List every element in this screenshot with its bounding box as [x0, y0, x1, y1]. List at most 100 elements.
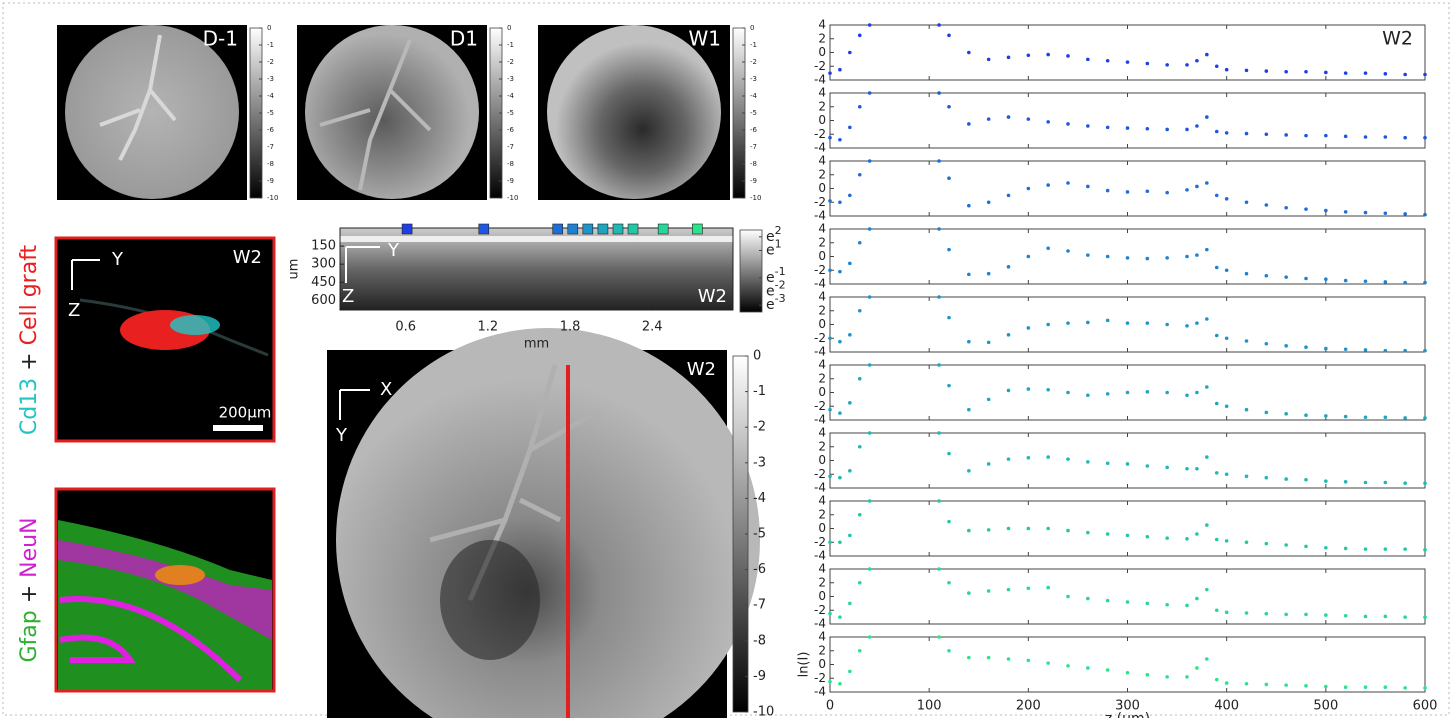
- colorbar-tick-label: -9: [750, 177, 757, 185]
- point: [1224, 268, 1229, 273]
- colorbar-tick-label: e-1: [766, 265, 786, 286]
- point: [947, 451, 951, 456]
- point: [1214, 64, 1219, 69]
- y-tick-label: -2: [814, 59, 826, 73]
- point: [1066, 249, 1070, 253]
- point: [1046, 526, 1050, 531]
- point: [1185, 127, 1189, 132]
- stain-image: [54, 487, 276, 693]
- point: [937, 227, 941, 231]
- image-d1: [297, 25, 487, 200]
- label-exponent: -2: [775, 279, 786, 292]
- y-axis-label: ln(I): [797, 652, 812, 678]
- y-tick-label: 4: [818, 358, 826, 372]
- plot-frame: [829, 92, 1426, 149]
- y-tick-label: -2: [814, 399, 826, 413]
- point: [1224, 472, 1229, 477]
- point: [828, 474, 832, 479]
- point: [986, 271, 991, 276]
- point: [1214, 129, 1219, 134]
- stain-plus: +: [17, 352, 42, 370]
- y-tick-label: -2: [814, 671, 826, 685]
- point: [1105, 598, 1110, 603]
- point: [1046, 387, 1050, 392]
- point: [1343, 71, 1348, 75]
- point: [1304, 413, 1308, 417]
- point: [1046, 455, 1050, 459]
- point: [1165, 465, 1169, 470]
- x-tick-label: 300: [1115, 699, 1140, 714]
- point: [967, 407, 971, 412]
- point: [838, 67, 842, 72]
- point: [1006, 115, 1011, 119]
- y-tick-label: 4: [818, 222, 826, 236]
- point: [937, 499, 941, 503]
- label-exponent: 2: [775, 224, 782, 237]
- point: [867, 431, 872, 435]
- point: [1026, 387, 1031, 391]
- point: [986, 340, 991, 345]
- point: [1125, 462, 1130, 466]
- point: [867, 363, 872, 367]
- colorbar-tick-label: -8: [753, 633, 766, 648]
- point: [1145, 256, 1150, 261]
- colorbar-tick-label: -7: [507, 143, 514, 151]
- plot-frame: [829, 432, 1426, 489]
- colorbar-tick-label: -3: [753, 455, 766, 470]
- point: [986, 528, 991, 532]
- colorbar-tick-label: -8: [267, 160, 274, 168]
- point: [986, 589, 991, 593]
- point: [947, 33, 951, 38]
- point: [1224, 131, 1229, 135]
- point: [1086, 124, 1090, 128]
- point: [1244, 131, 1249, 136]
- point: [1125, 190, 1130, 194]
- stain-label: Gfap + NeuN: [17, 517, 42, 662]
- x-tick-label: 0.6: [395, 320, 416, 335]
- point: [867, 23, 872, 27]
- y-tick-label: 4: [818, 154, 826, 168]
- point: [1244, 611, 1249, 615]
- position-marker: [401, 223, 413, 235]
- point: [986, 57, 991, 62]
- colorbar-tick-label: -2: [267, 58, 274, 66]
- point: [838, 200, 842, 205]
- point: [1224, 610, 1229, 615]
- point: [838, 615, 842, 619]
- y-tick-label: -2: [814, 603, 826, 617]
- point: [828, 611, 832, 616]
- y-tick-label: 600: [311, 293, 336, 308]
- point: [1006, 333, 1011, 337]
- point: [1026, 186, 1031, 191]
- axis-label: Y: [387, 240, 400, 261]
- point: [1363, 415, 1368, 420]
- point: [1205, 247, 1209, 252]
- colorbar-tick-label: -1: [507, 41, 514, 49]
- point: [1185, 466, 1189, 471]
- position-marker: [552, 223, 564, 235]
- position-marker: [582, 223, 594, 235]
- image-w1: [538, 25, 730, 200]
- point: [1185, 188, 1189, 192]
- point: [1363, 480, 1368, 485]
- colorbar-tick-label: -9: [267, 177, 274, 185]
- point: [1195, 58, 1199, 63]
- point: [1125, 600, 1130, 604]
- point: [828, 540, 832, 545]
- point: [1125, 126, 1130, 130]
- series-points: [828, 91, 1427, 142]
- point: [867, 499, 872, 503]
- series-points: [828, 567, 1427, 619]
- point: [1244, 339, 1249, 343]
- point: [857, 240, 862, 245]
- point: [1304, 345, 1308, 349]
- point: [1026, 586, 1031, 591]
- point: [1244, 407, 1249, 412]
- colorbar-tick-label: -1: [753, 384, 766, 399]
- point: [1105, 461, 1110, 466]
- y-tick-label: 0: [818, 45, 826, 59]
- y-tick-label: 2: [818, 507, 826, 521]
- point: [1145, 390, 1150, 394]
- position-marker: [597, 223, 609, 235]
- point: [1105, 188, 1110, 193]
